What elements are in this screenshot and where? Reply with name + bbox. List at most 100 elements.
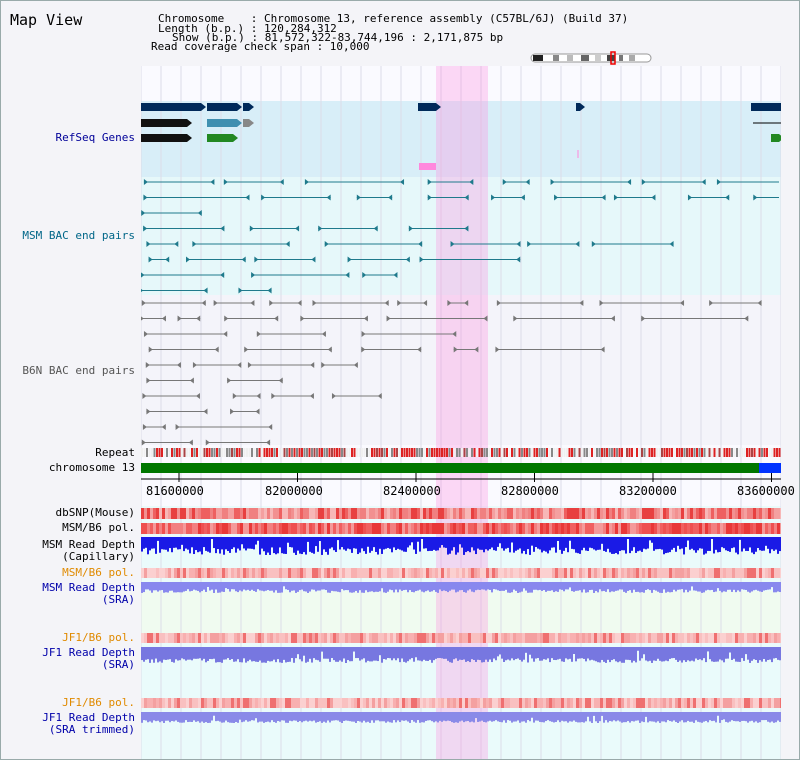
depth-bar	[547, 712, 549, 721]
depth-bar	[637, 712, 639, 721]
heat-cell	[702, 698, 705, 708]
heat-cell	[435, 568, 438, 578]
chromosome-ideogram[interactable]	[529, 51, 655, 67]
track-label-msm-bac[interactable]: MSM BAC end pairs	[22, 229, 135, 242]
depth-bar	[157, 712, 159, 721]
track-label-msm-pol-2[interactable]: MSM/B6 pol.	[62, 566, 135, 579]
depth-bar	[283, 582, 285, 587]
heat-cell	[390, 633, 393, 643]
heat-cell	[600, 698, 603, 708]
depth-bar	[721, 647, 723, 661]
depth-bar	[365, 712, 367, 723]
depth-bar	[675, 537, 677, 552]
heat-cell	[387, 633, 390, 643]
repeat-block	[716, 448, 718, 457]
heat-cell	[612, 568, 615, 578]
depth-bar	[227, 647, 229, 659]
track-label-dbsnp[interactable]: dbSNP(Mouse)	[55, 506, 135, 519]
depth-bar	[385, 712, 387, 723]
heat-cell	[207, 698, 210, 708]
genome-tracks-canvas[interactable]	[141, 66, 781, 760]
repeat-block	[548, 448, 551, 457]
repeat-block	[653, 448, 656, 457]
depth-bar	[347, 712, 349, 721]
repeat-block	[361, 448, 363, 457]
depth-bar	[359, 712, 361, 722]
heat-cell	[393, 568, 396, 578]
heat-cell	[435, 633, 438, 643]
heat-cell	[480, 523, 483, 534]
repeat-block	[731, 448, 733, 457]
heat-cell	[270, 698, 273, 708]
heat-cell	[237, 633, 240, 643]
repeat-block	[703, 448, 706, 457]
bac-end-pair	[641, 315, 749, 322]
depth-bar	[773, 647, 775, 659]
depth-bar	[613, 582, 615, 592]
track-label-msm-depth-sra[interactable]: MSM Read Depth	[42, 581, 135, 594]
depth-bar	[777, 712, 779, 721]
depth-bar	[557, 712, 559, 721]
heat-cell	[771, 633, 774, 643]
heat-cell	[165, 633, 168, 643]
depth-bar	[307, 582, 309, 593]
track-label-jf1-depth-sra[interactable]: JF1 Read Depth	[42, 646, 135, 659]
repeat-block	[591, 448, 593, 457]
track-label-repeat[interactable]: Repeat	[95, 446, 135, 459]
heat-cell	[450, 698, 453, 708]
heat-cell	[297, 633, 300, 643]
repeat-block	[758, 448, 761, 457]
track-label-jf1-pol-2[interactable]: JF1/B6 pol.	[62, 696, 135, 709]
track-label-chromosome[interactable]: chromosome 13	[48, 461, 135, 474]
heat-cell	[522, 568, 525, 578]
depth-bar	[737, 582, 739, 591]
depth-bar	[247, 537, 249, 549]
track-label-msm-depth-capillary[interactable]: MSM Read Depth	[42, 538, 135, 551]
heat-cell	[630, 568, 633, 578]
repeat-block	[278, 448, 281, 457]
depth-bar	[703, 647, 705, 659]
heat-cell	[249, 633, 252, 643]
track-label-jf1-depth-trimmed[interactable]: JF1 Read Depth	[42, 711, 135, 724]
heat-cell	[444, 523, 447, 534]
depth-bar	[387, 647, 389, 659]
depth-bar	[627, 582, 629, 591]
heat-cell	[141, 568, 144, 578]
heat-cell	[477, 523, 480, 534]
depth-bar	[595, 712, 597, 722]
heat-cell	[516, 698, 519, 708]
depth-bar	[199, 582, 201, 593]
depth-bar	[605, 537, 607, 552]
track-label-jf1-depth-sra-sub: (SRA)	[101, 658, 135, 671]
heat-cell	[444, 568, 447, 578]
depth-bar	[331, 582, 333, 591]
heat-cell	[486, 698, 489, 708]
depth-bar	[553, 712, 555, 723]
heat-cell	[666, 523, 669, 534]
track-label-b6n-bac[interactable]: B6N BAC end pairs	[22, 364, 135, 377]
track-label-msm-pol[interactable]: MSM/B6 pol.	[62, 521, 135, 534]
depth-bar	[409, 537, 411, 546]
heat-cell	[567, 523, 570, 534]
repeat-block	[773, 448, 776, 457]
heat-cell	[756, 523, 759, 534]
heat-cell	[747, 508, 750, 519]
depth-bar	[469, 647, 471, 663]
depth-bar	[585, 647, 587, 662]
depth-bar	[401, 647, 403, 659]
heat-cell	[252, 523, 255, 534]
track-label-refseq[interactable]: RefSeq Genes	[55, 131, 135, 144]
depth-bar	[673, 537, 675, 548]
depth-bar	[695, 712, 697, 721]
repeat-block	[273, 448, 276, 457]
repeat-block	[671, 448, 673, 457]
heat-cell	[234, 568, 237, 578]
track-label-jf1-pol[interactable]: JF1/B6 pol.	[62, 631, 135, 644]
depth-bar	[761, 582, 763, 592]
depth-bar	[491, 712, 493, 722]
heat-cell	[531, 698, 534, 708]
heat-cell	[321, 568, 324, 578]
depth-bar	[469, 537, 471, 553]
depth-bar	[237, 582, 239, 593]
bac-end-pair	[148, 346, 219, 353]
